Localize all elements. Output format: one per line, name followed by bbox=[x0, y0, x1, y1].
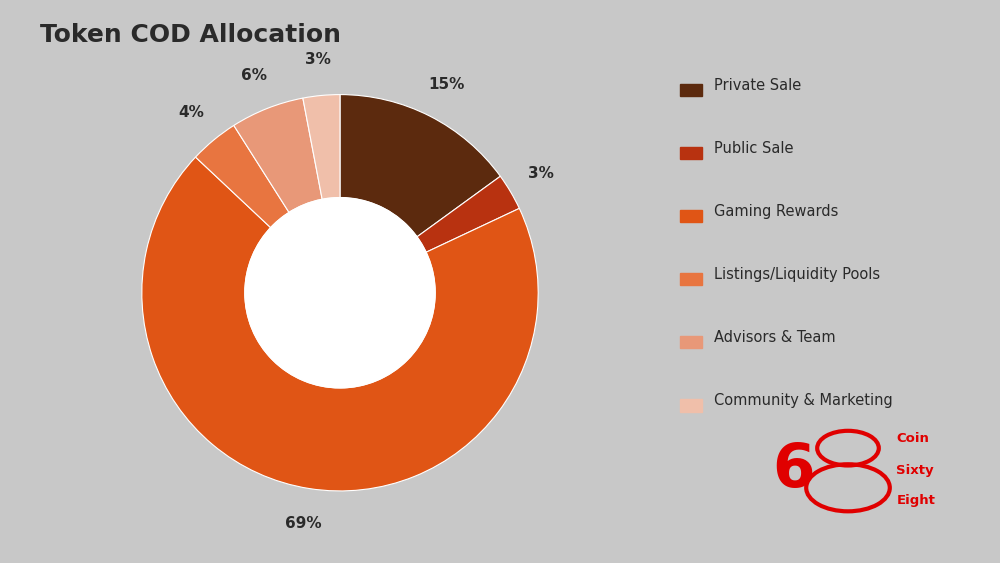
Text: 6%: 6% bbox=[241, 68, 267, 83]
Text: 69%: 69% bbox=[285, 516, 322, 531]
Text: Listings/Liquidity Pools: Listings/Liquidity Pools bbox=[714, 267, 880, 282]
Circle shape bbox=[245, 198, 435, 388]
Wedge shape bbox=[142, 157, 538, 491]
Text: Public Sale: Public Sale bbox=[714, 141, 794, 156]
Text: Sixty: Sixty bbox=[896, 464, 934, 477]
Text: Gaming Rewards: Gaming Rewards bbox=[714, 204, 838, 219]
Text: Advisors & Team: Advisors & Team bbox=[714, 330, 836, 345]
Text: 3%: 3% bbox=[528, 166, 554, 181]
Text: Token COD Allocation: Token COD Allocation bbox=[40, 23, 341, 47]
Wedge shape bbox=[417, 176, 519, 252]
Text: 3%: 3% bbox=[305, 52, 331, 68]
Wedge shape bbox=[196, 126, 289, 227]
Text: 6: 6 bbox=[772, 441, 814, 500]
Text: Community & Marketing: Community & Marketing bbox=[714, 394, 893, 408]
Wedge shape bbox=[234, 98, 322, 212]
Text: 15%: 15% bbox=[428, 77, 464, 92]
Wedge shape bbox=[303, 95, 340, 199]
Text: 4%: 4% bbox=[178, 105, 204, 120]
Text: Private Sale: Private Sale bbox=[714, 78, 801, 93]
Wedge shape bbox=[340, 95, 500, 237]
Text: Coin: Coin bbox=[896, 432, 929, 445]
Text: Eight: Eight bbox=[896, 494, 935, 507]
